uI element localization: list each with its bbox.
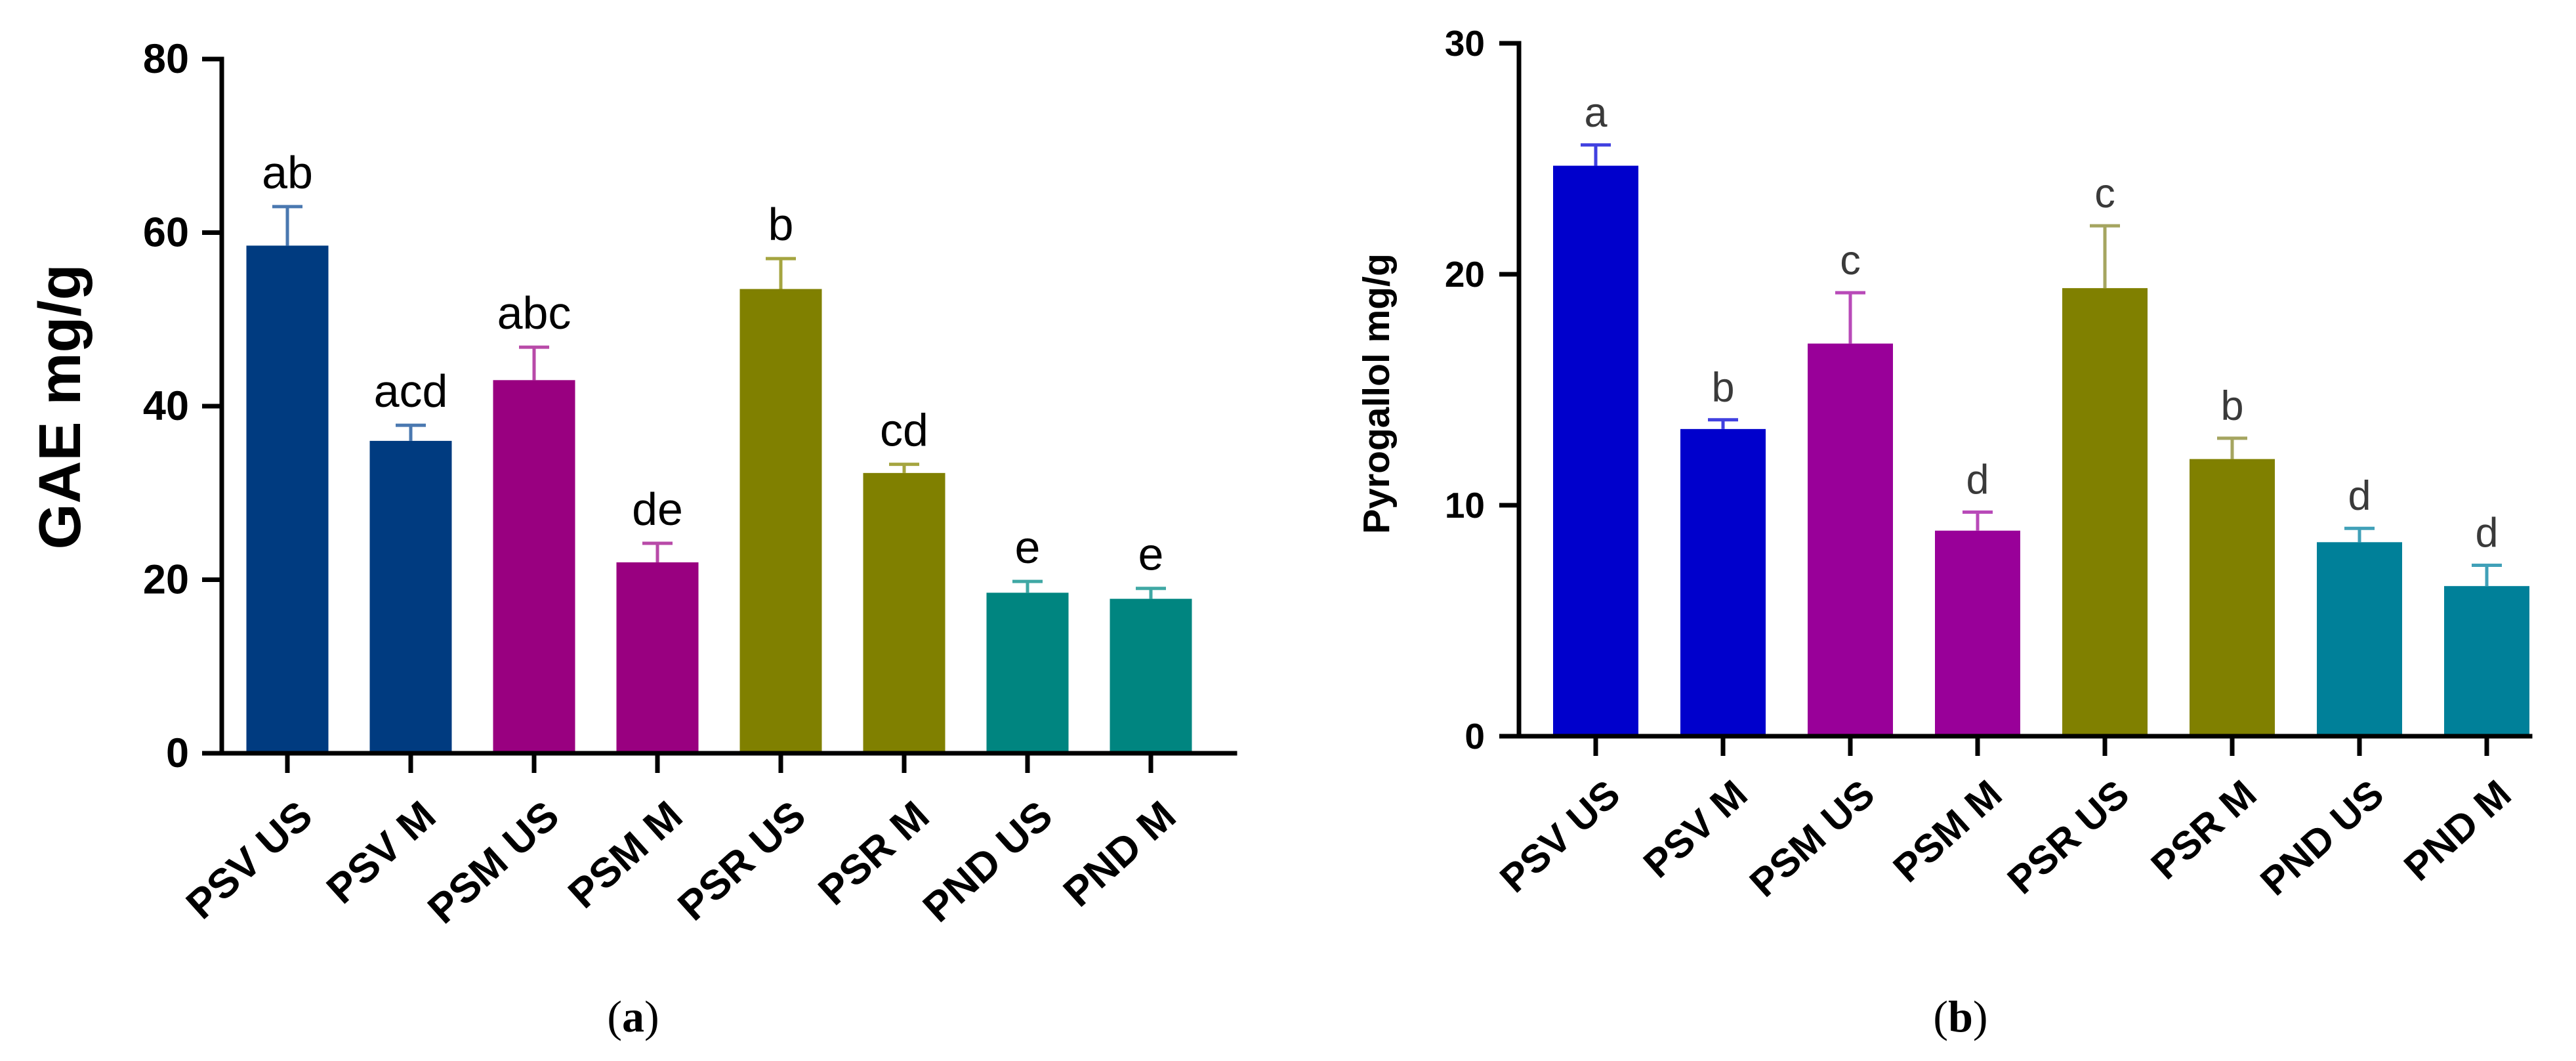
x-tick-label: PSV US [178, 793, 322, 928]
bar [739, 289, 822, 753]
bar [246, 245, 329, 753]
bar [1680, 428, 1766, 736]
significance-letter: acd [374, 365, 448, 417]
significance-letter: ab [262, 147, 313, 198]
bar [493, 380, 575, 753]
y-axis-label: GAE mg/g [28, 264, 93, 549]
y-axis-label: Pyrogallol mg/g [1356, 253, 1398, 534]
y-tick-label: 20 [1445, 254, 1485, 295]
bar [1935, 530, 2020, 736]
significance-letter: c [2094, 171, 2115, 217]
significance-letter: b [768, 199, 794, 250]
x-tick-label: PND US [2252, 772, 2392, 904]
y-tick-label: 0 [1465, 716, 1485, 757]
bar [369, 440, 452, 753]
bar [1110, 598, 1192, 753]
bar [986, 593, 1069, 753]
x-tick-label: PND US [915, 793, 1062, 931]
x-tick-label: PSR US [1999, 772, 2138, 902]
x-tick-label: PSR US [669, 793, 814, 930]
significance-letter: c [1840, 238, 1861, 283]
bar [863, 472, 945, 753]
significance-letter: d [2475, 510, 2498, 556]
x-tick-label: PND M [1055, 793, 1185, 916]
significance-letter: d [2348, 473, 2371, 519]
significance-letter: d [1966, 457, 1989, 503]
significance-letter: de [632, 484, 683, 535]
x-tick-label: PSM US [1741, 772, 1883, 905]
y-tick-label: 0 [166, 730, 189, 776]
bar [2190, 459, 2275, 736]
panel-label-b: (b) [1933, 991, 1987, 1041]
y-tick-label: 10 [1445, 485, 1485, 526]
significance-letter: cd [880, 405, 928, 456]
significance-letter: b [2220, 383, 2243, 429]
bar [2444, 586, 2529, 736]
significance-letter: e [1015, 522, 1041, 573]
y-tick-label: 40 [143, 383, 189, 429]
x-tick-label: PND M [2396, 772, 2520, 889]
significance-letter: e [1138, 529, 1164, 580]
significance-letter: b [1711, 365, 1734, 411]
y-tick-label: 80 [143, 36, 189, 82]
x-tick-label: PSR M [2143, 772, 2265, 888]
bar [2062, 288, 2148, 736]
bar [1808, 343, 1893, 736]
y-tick-label: 30 [1445, 23, 1485, 64]
y-tick-label: 20 [143, 557, 189, 603]
x-tick-label: PSV US [1491, 772, 1628, 901]
bar [616, 562, 699, 753]
bar [2317, 542, 2402, 736]
x-tick-label: PSM M [1885, 772, 2010, 890]
x-tick-label: PSM US [419, 793, 568, 933]
x-tick-label: PSV M [1635, 772, 1756, 886]
panel-label-a: (a) [607, 991, 659, 1041]
y-tick-label: 60 [143, 210, 189, 256]
bar [1553, 165, 1638, 736]
significance-letter: abc [497, 287, 571, 339]
significance-letter: a [1584, 90, 1608, 136]
